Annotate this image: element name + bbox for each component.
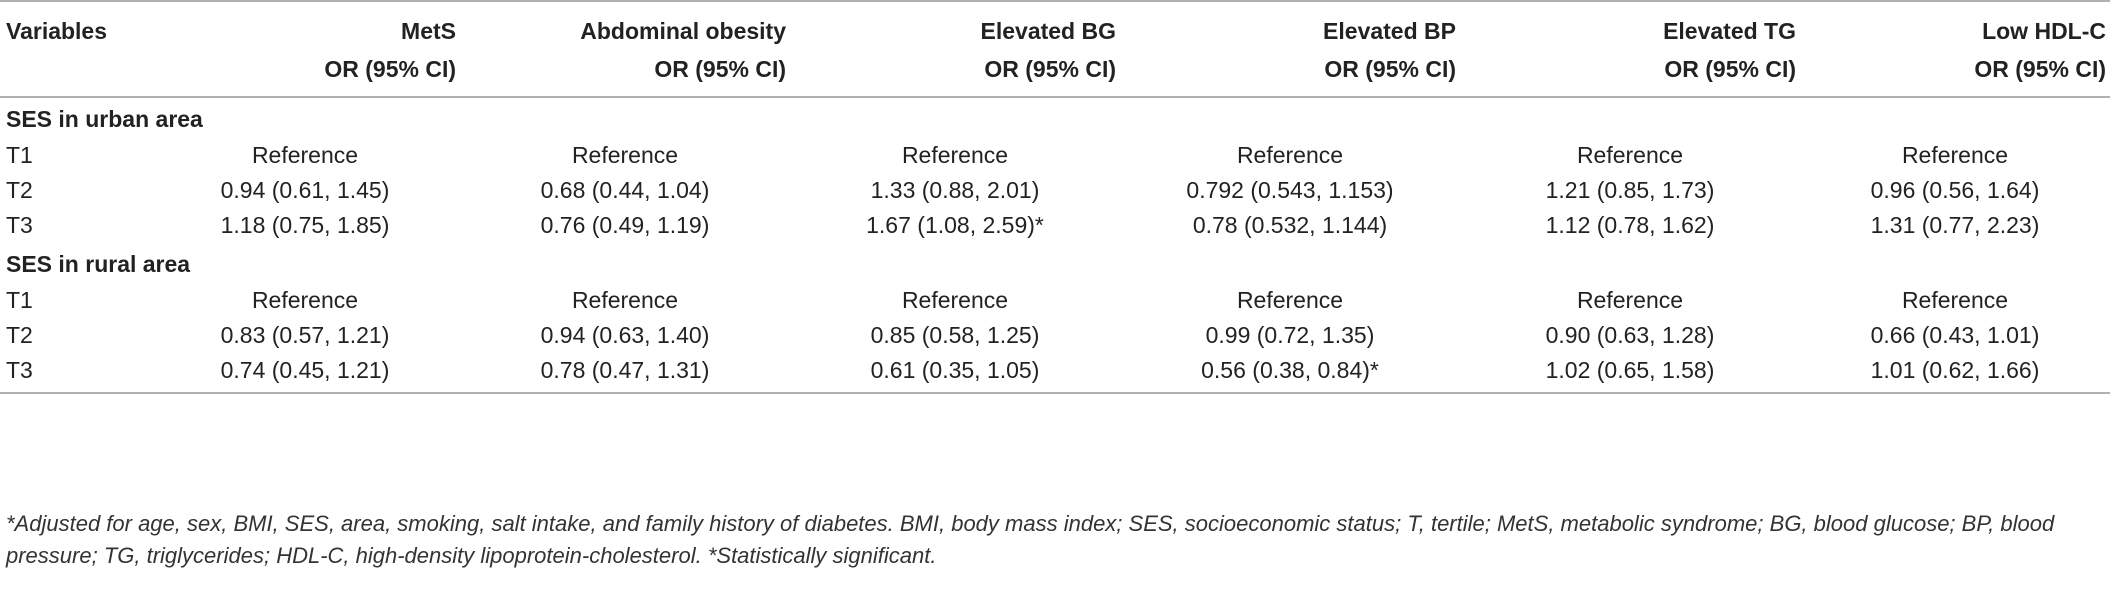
section-heading-rural: SES in rural area (0, 243, 2110, 283)
section-title: SES in urban area (6, 106, 203, 132)
table-cell: Reference (901, 287, 1009, 313)
table-cell: Reference (571, 287, 679, 313)
table-cell: 0.76 (0.49, 1.19) (540, 212, 710, 238)
header-elevated-bg: Elevated BG (790, 0, 1120, 50)
header-or-ci: OR (95% CI) (1800, 50, 2110, 98)
table-cell: 1.18 (0.75, 1.85) (220, 212, 390, 238)
table-cell: Reference (251, 287, 359, 313)
table-cell: 0.61 (0.35, 1.05) (790, 353, 1120, 394)
row-label: T3 (6, 212, 33, 238)
table-cell: 0.99 (0.72, 1.35) (1205, 322, 1375, 348)
table-row: T2 0.83 (0.57, 1.21) 0.94 (0.63, 1.40) 0… (0, 318, 2110, 353)
table-cell: Reference (1236, 142, 1344, 168)
table-cell: 0.85 (0.58, 1.25) (870, 322, 1040, 348)
header-or-ci: OR (95% CI) (1460, 50, 1800, 98)
header-row-1: Variables MetS Abdominal obesity Elevate… (0, 0, 2110, 50)
table-cell: Reference (1236, 287, 1344, 313)
table-cell: Reference (901, 142, 1009, 168)
header-elevated-tg: Elevated TG (1460, 0, 1800, 50)
table-cell: Reference (1901, 142, 2009, 168)
table-cell: 0.78 (0.532, 1.144) (1192, 212, 1388, 238)
table-cell: Reference (1576, 142, 1684, 168)
header-or-ci: OR (95% CI) (460, 50, 790, 98)
header-elevated-bp: Elevated BP (1120, 0, 1460, 50)
table-cell: 1.01 (0.62, 1.66) (1800, 353, 2110, 394)
table-footnote: *Adjusted for age, sex, BMI, SES, area, … (6, 511, 2055, 568)
table-row: T2 0.94 (0.61, 1.45) 0.68 (0.44, 1.04) 1… (0, 173, 2110, 208)
table-cell: 1.67 (1.08, 2.59)* (866, 212, 1044, 238)
row-label: T2 (6, 322, 33, 348)
row-label: T3 (0, 353, 150, 394)
table-cell: Reference (571, 142, 679, 168)
table-row: T1 Reference Reference Reference Referen… (0, 138, 2110, 173)
table-cell: 0.66 (0.43, 1.01) (1870, 322, 2040, 348)
row-label: T2 (6, 177, 33, 203)
table-cell: 0.90 (0.63, 1.28) (1545, 322, 1715, 348)
table-row: T1 Reference Reference Reference Referen… (0, 283, 2110, 318)
header-or-ci: OR (95% CI) (150, 50, 460, 98)
table-cell: 0.68 (0.44, 1.04) (540, 177, 710, 203)
table-cell: Reference (1576, 287, 1684, 313)
table-cell: 0.83 (0.57, 1.21) (220, 322, 390, 348)
table-cell: 0.792 (0.543, 1.153) (1186, 177, 1394, 203)
table-cell: 0.56 (0.38, 0.84)* (1120, 353, 1460, 394)
header-abdominal-obesity: Abdominal obesity (460, 0, 790, 50)
table-cell: 1.33 (0.88, 2.01) (870, 177, 1040, 203)
table-cell: Reference (1901, 287, 2009, 313)
table-cell: 1.02 (0.65, 1.58) (1460, 353, 1800, 394)
table-cell: 0.78 (0.47, 1.31) (460, 353, 790, 394)
table-cell: 0.94 (0.63, 1.40) (540, 322, 710, 348)
table-row: T3 0.74 (0.45, 1.21) 0.78 (0.47, 1.31) 0… (0, 353, 2110, 394)
header-or-ci: OR (95% CI) (790, 50, 1120, 98)
row-label: T1 (6, 142, 33, 168)
header-row-2: OR (95% CI) OR (95% CI) OR (95% CI) OR (… (0, 50, 2110, 98)
table-cell: 1.31 (0.77, 2.23) (1870, 212, 2040, 238)
table-row: T3 1.18 (0.75, 1.85) 0.76 (0.49, 1.19) 1… (0, 208, 2110, 243)
table-cell: 0.74 (0.45, 1.21) (150, 353, 460, 394)
section-heading-urban: SES in urban area (0, 97, 2110, 138)
header-low-hdl-c: Low HDL-C (1800, 0, 2110, 50)
odds-ratio-table: Variables MetS Abdominal obesity Elevate… (0, 0, 2110, 394)
table-cell: Reference (251, 142, 359, 168)
header-or-ci: OR (95% CI) (1120, 50, 1460, 98)
table-cell: 0.96 (0.56, 1.64) (1870, 177, 2040, 203)
section-title: SES in rural area (6, 251, 191, 277)
table-cell: 0.94 (0.61, 1.45) (220, 177, 390, 203)
header-empty (0, 50, 150, 98)
table-cell: 1.12 (0.78, 1.62) (1545, 212, 1715, 238)
header-mets: MetS (150, 0, 460, 50)
table-cell: 1.21 (0.85, 1.73) (1545, 177, 1715, 203)
row-label: T1 (6, 287, 33, 313)
header-variables: Variables (0, 0, 150, 50)
